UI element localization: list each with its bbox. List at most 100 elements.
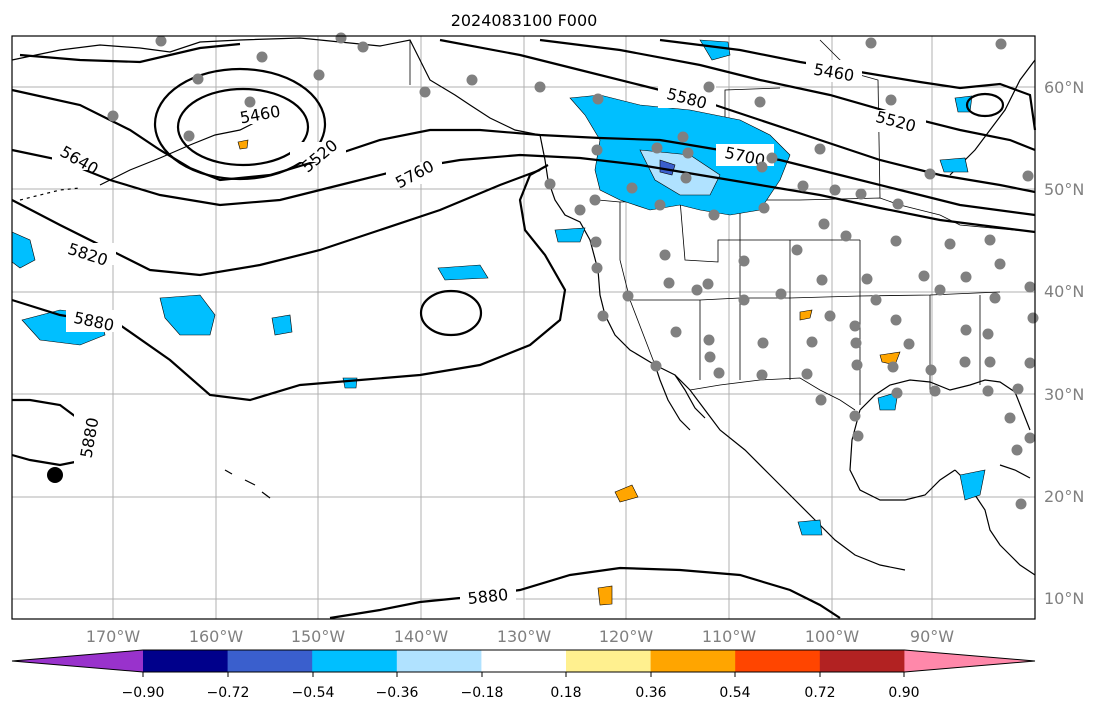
- station-dot: [984, 356, 996, 368]
- station-dot: [659, 249, 671, 261]
- contour-5880-center: [419, 289, 483, 337]
- station-dot: [357, 41, 369, 53]
- station-dot: [903, 338, 915, 350]
- contour-5520-e: [539, 38, 1036, 152]
- station-dot: [934, 284, 946, 296]
- lon-tick: 170°W: [86, 627, 141, 646]
- station-dot: [1011, 444, 1023, 456]
- lon-tick: 120°W: [599, 627, 654, 646]
- label-bg-5880-sw: [74, 412, 98, 464]
- station-dot: [1024, 281, 1036, 293]
- colorbar-bin: [227, 650, 313, 672]
- lon-tick: 140°W: [394, 627, 449, 646]
- colorbar-bin: [396, 650, 482, 672]
- station-dot: [989, 292, 1001, 304]
- station-dot: [651, 142, 663, 154]
- station-dot: [663, 277, 675, 289]
- station-dot: [626, 182, 638, 194]
- lat-tick: 20°N: [1044, 487, 1084, 506]
- station-dot: [597, 310, 609, 322]
- station-dot: [929, 385, 941, 397]
- station-dot: [891, 387, 903, 399]
- station-dot: [806, 336, 818, 348]
- colorbar-bin: [819, 650, 905, 672]
- shade-neg-c1: [437, 264, 489, 281]
- contour-5880-south: [329, 566, 841, 620]
- contour-5760: [11, 148, 1036, 234]
- station-dot: [702, 278, 714, 290]
- colorbar-tick-label: 0.90: [888, 685, 919, 701]
- station-dot: [829, 184, 841, 196]
- contour-5880-main: [11, 164, 567, 402]
- station-dot: [682, 147, 694, 159]
- label-bg-5580: [658, 86, 716, 108]
- station-dot: [890, 235, 902, 247]
- station-dot: [1024, 357, 1036, 369]
- station-dot: [466, 74, 478, 86]
- lon-tick: 160°W: [189, 627, 244, 646]
- shade-neg-e2: [797, 519, 823, 536]
- colorbar-bin: [650, 650, 736, 672]
- lat-tick: 30°N: [1044, 385, 1084, 404]
- station-dot: [313, 69, 325, 81]
- state-line-a: [619, 202, 1001, 301]
- station-dot: [708, 209, 720, 221]
- colorbar-tick-label: −0.54: [292, 685, 335, 701]
- colorbar-extend-max: [904, 650, 1035, 672]
- lon-tick: 130°W: [497, 627, 552, 646]
- shade-pos-3: [799, 309, 813, 321]
- colorbar-tick-label: 0.36: [635, 685, 666, 701]
- station-dot: [885, 94, 897, 106]
- station-dot: [890, 314, 902, 326]
- station-dot: [591, 262, 603, 274]
- station-dot: [592, 93, 604, 105]
- station-dot: [818, 218, 830, 230]
- label-bg-5820: [60, 243, 116, 265]
- shade-neg-c2: [554, 227, 586, 243]
- station-dot: [1022, 170, 1034, 182]
- station-dot: [852, 430, 864, 442]
- station-dot: [534, 81, 546, 93]
- station-dot: [419, 86, 431, 98]
- station-dot: [995, 38, 1007, 50]
- colorbar-tick-label: −0.18: [461, 685, 504, 701]
- station-dot: [1027, 312, 1039, 324]
- contour-5640: [11, 88, 1036, 217]
- shade-pos-5: [237, 139, 249, 150]
- station-dot: [1004, 412, 1016, 424]
- shade-neg-w2: [159, 294, 216, 336]
- station-dot: [1012, 383, 1024, 395]
- station-dot: [766, 152, 778, 164]
- map-frame: [11, 35, 1036, 620]
- lat-tick: 50°N: [1044, 180, 1084, 199]
- station-dot: [756, 369, 768, 381]
- station-dot: [591, 144, 603, 156]
- station-dot: [861, 273, 873, 285]
- contour-label-5880-s: 5880: [467, 585, 509, 608]
- station-dot: [256, 51, 268, 63]
- label-bg-5880-w: [66, 310, 122, 332]
- station-dot: [994, 258, 1006, 270]
- lon-tick-labels: 170°W 160°W 150°W 140°W 130°W 120°W 110°…: [86, 627, 954, 646]
- station-dot: [855, 188, 867, 200]
- label-bg-5760: [386, 162, 442, 184]
- baja-coast: [654, 364, 691, 431]
- contour-5400-n: [19, 42, 241, 64]
- colorbar-bin: [566, 650, 652, 672]
- station-dot: [703, 334, 715, 346]
- station-dot: [107, 110, 119, 122]
- station-dot: [590, 236, 602, 248]
- station-dot: [704, 351, 716, 363]
- station-dot: [758, 202, 770, 214]
- station-dot: [754, 96, 766, 108]
- gulf-coast: [859, 379, 1031, 431]
- colorbar-bin: [735, 650, 821, 672]
- label-bg-5520-w: [290, 142, 346, 162]
- station-dot: [865, 37, 877, 49]
- station-dot: [244, 96, 256, 108]
- lon-tick: 150°W: [291, 627, 346, 646]
- station-dot: [801, 368, 813, 380]
- station-dot: [887, 361, 899, 373]
- aleutian-islands: [19, 187, 81, 201]
- hawaii-islands: [224, 469, 271, 499]
